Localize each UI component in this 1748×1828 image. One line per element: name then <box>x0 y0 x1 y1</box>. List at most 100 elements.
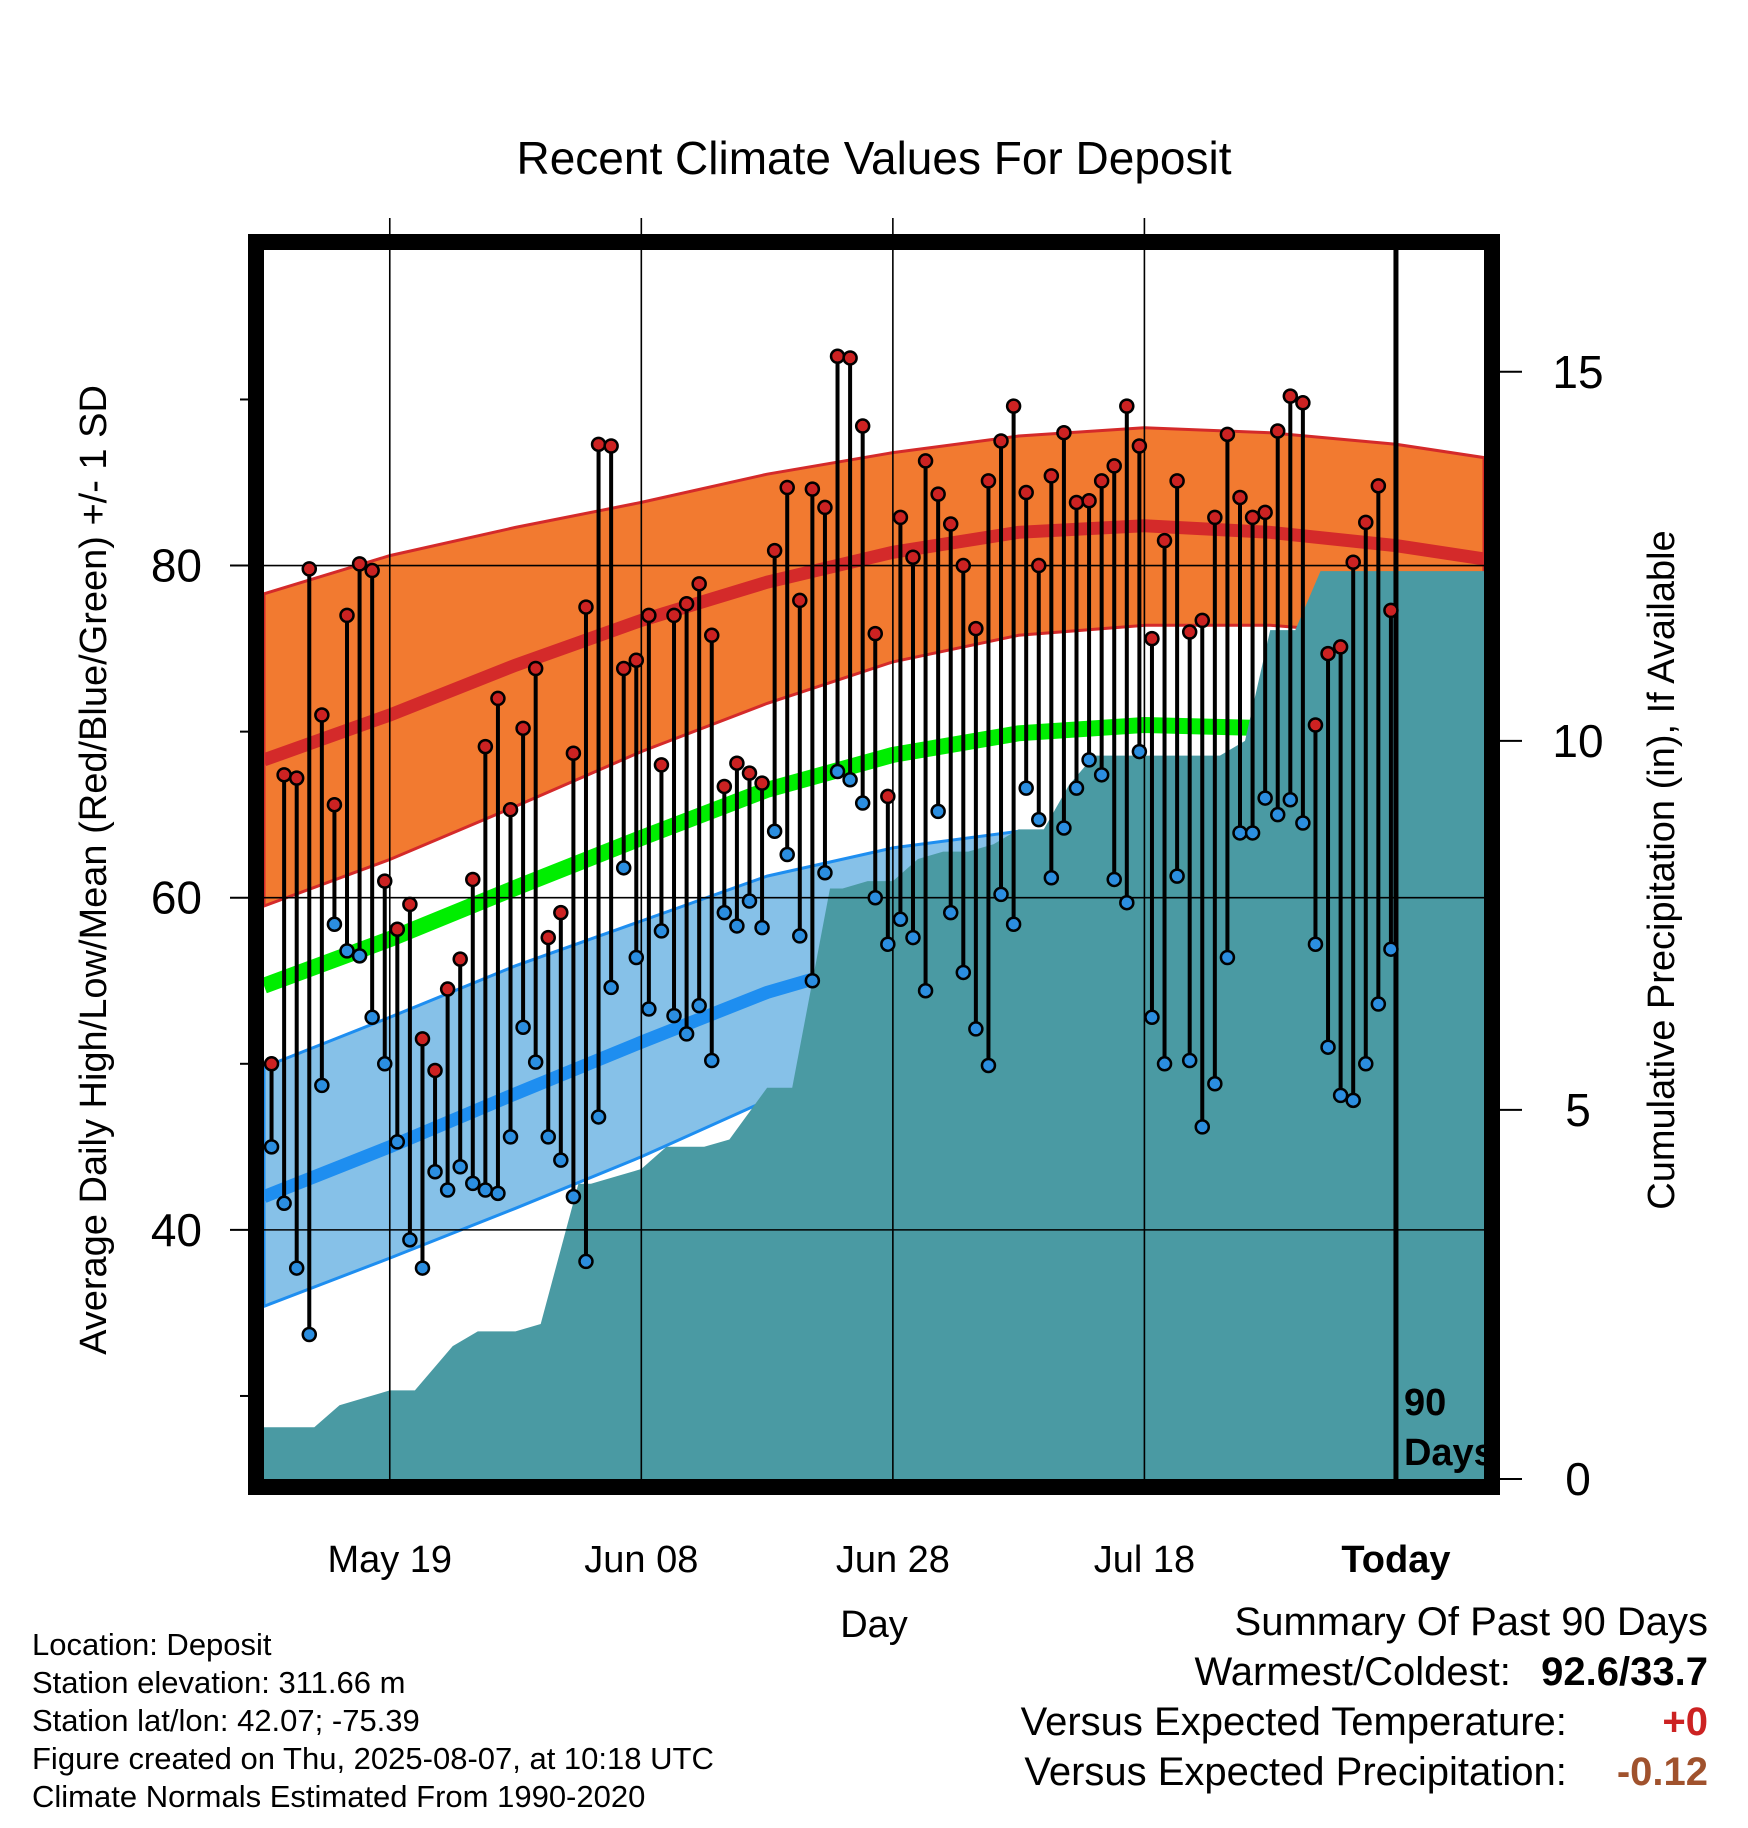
daily-low-point <box>678 1026 695 1042</box>
y-tick-label: 40 <box>151 1204 202 1256</box>
daily-high-point <box>1332 639 1349 655</box>
daily-low-point <box>1093 767 1110 783</box>
x-axis-label: Day <box>840 1604 908 1646</box>
daily-high-point <box>1232 489 1248 506</box>
daily-low-point <box>527 1054 544 1070</box>
daily-high-point <box>301 561 318 577</box>
daily-low-point <box>1345 1092 1361 1109</box>
daily-low-point <box>1269 806 1286 823</box>
daily-low-point <box>1320 1039 1336 1055</box>
daily-low-point <box>326 916 343 933</box>
daily-high-point <box>553 904 569 921</box>
daily-low-point <box>502 1129 519 1145</box>
daily-low-point <box>905 929 921 946</box>
x-tick-label: Today <box>1341 1539 1450 1581</box>
daily-high-point <box>1295 395 1311 411</box>
daily-low-point <box>389 1134 406 1150</box>
daily-low-point <box>288 1260 305 1276</box>
daily-high-point <box>729 755 745 771</box>
daily-low-point <box>465 1175 481 1192</box>
daily-low-point <box>917 982 934 999</box>
daily-high-point <box>1269 423 1286 439</box>
daily-high-point <box>314 707 330 723</box>
daily-high-point <box>1043 468 1060 484</box>
daily-high-point <box>439 981 456 997</box>
daily-high-point <box>955 557 972 574</box>
daily-high-point <box>666 607 682 624</box>
daily-low-point <box>892 911 909 928</box>
daily-high-point <box>804 481 821 497</box>
daily-high-point <box>452 951 468 967</box>
daily-low-point <box>880 936 896 952</box>
daily-high-point <box>792 592 808 609</box>
daily-low-point <box>1005 916 1022 933</box>
daily-low-point <box>1068 780 1085 796</box>
daily-high-point <box>1207 509 1223 526</box>
info-latlon: Station lat/lon: 42.07; -75.39 <box>32 1703 420 1738</box>
daily-low-point <box>1332 1087 1349 1104</box>
chart-title: Recent Climate Values For Deposit <box>517 132 1232 184</box>
daily-high-point <box>414 1031 431 1047</box>
info-created: Figure created on Thu, 2025-08-07, at 10… <box>32 1741 714 1776</box>
daily-high-point <box>1156 532 1173 549</box>
daily-high-point <box>427 1062 443 1079</box>
daily-high-point <box>628 652 645 668</box>
daily-high-point <box>1307 717 1324 733</box>
warm-cold-label: Warmest/Coldest: <box>1194 1650 1511 1694</box>
daily-low-point <box>427 1164 443 1180</box>
daily-high-point <box>1031 557 1047 574</box>
daily-low-point <box>376 1056 393 1072</box>
daily-high-point <box>942 516 959 532</box>
daily-low-point <box>704 1052 720 1069</box>
daily-high-point <box>1370 478 1387 494</box>
daily-low-point <box>968 1021 984 1037</box>
precip-value: -0.12 <box>1616 1750 1708 1794</box>
daily-low-point <box>628 949 645 966</box>
daily-low-point <box>439 1182 456 1198</box>
daily-high-point <box>603 438 619 454</box>
daily-low-point <box>615 860 632 876</box>
daily-high-point <box>880 788 896 805</box>
daily-high-point <box>779 479 795 496</box>
daily-high-point <box>829 348 846 365</box>
daily-high-point <box>867 625 884 642</box>
daily-low-point <box>490 1185 506 1202</box>
daily-low-point <box>980 1057 997 1074</box>
daily-low-point <box>1043 870 1060 886</box>
daily-low-point <box>1169 868 1185 884</box>
daily-low-point <box>955 964 972 981</box>
daily-high-point <box>892 509 909 526</box>
daily-high-point <box>817 499 833 516</box>
temp-label: Versus Expected Temperature: <box>1020 1700 1567 1744</box>
x-tick-label: Jun 28 <box>836 1539 950 1581</box>
daily-low-point <box>263 1139 280 1155</box>
daily-high-point <box>502 801 519 818</box>
daily-high-point <box>527 660 544 677</box>
daily-low-point <box>1131 743 1148 760</box>
daily-high-point <box>1257 504 1273 521</box>
daily-low-point <box>1370 996 1387 1012</box>
info-elevation: Station elevation: 311.66 m <box>32 1665 406 1700</box>
daily-low-point <box>1056 820 1072 836</box>
daily-high-point <box>1345 554 1361 570</box>
summary-heading: Summary Of Past 90 Days <box>1234 1600 1708 1644</box>
daily-high-point <box>993 433 1009 449</box>
daily-high-point <box>1194 612 1211 629</box>
daily-low-point <box>540 1129 556 1145</box>
daily-high-point <box>968 620 984 637</box>
daily-low-point <box>590 1109 607 1125</box>
daily-low-point <box>691 997 707 1014</box>
daily-low-point <box>653 923 670 939</box>
daily-high-point <box>1358 514 1374 531</box>
daily-low-point <box>930 803 946 820</box>
daily-high-point <box>1144 630 1160 647</box>
daily-low-point <box>854 795 871 811</box>
daily-high-point <box>540 929 556 946</box>
daily-low-point <box>414 1260 431 1276</box>
daily-high-point <box>754 775 770 791</box>
daily-low-point <box>351 948 368 964</box>
daily-high-point <box>741 765 758 781</box>
daily-low-point <box>402 1232 418 1248</box>
daily-high-point <box>326 796 343 813</box>
daily-low-point <box>1081 752 1097 768</box>
